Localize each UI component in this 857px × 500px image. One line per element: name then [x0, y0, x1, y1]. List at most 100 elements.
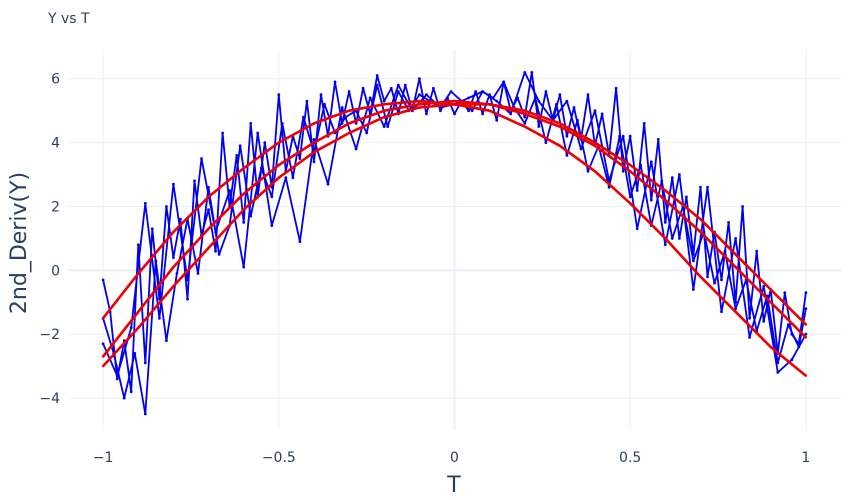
data-point	[291, 176, 295, 180]
data-point	[347, 109, 351, 112]
data-point	[175, 272, 179, 275]
data-point	[523, 115, 527, 119]
data-point	[137, 326, 140, 329]
data-point	[207, 227, 210, 230]
data-point	[439, 109, 442, 113]
data-point	[386, 125, 390, 128]
data-point	[523, 109, 526, 112]
data-point	[593, 144, 597, 147]
series-layer	[101, 71, 808, 416]
data-point	[207, 195, 210, 199]
data-point	[586, 169, 590, 173]
data-point	[734, 265, 737, 269]
data-point	[333, 80, 337, 84]
data-point	[530, 71, 534, 74]
data-point	[347, 122, 351, 125]
data-point	[607, 179, 611, 183]
data-point	[670, 237, 674, 240]
data-point	[692, 288, 695, 291]
data-point	[748, 336, 751, 339]
data-point	[150, 227, 154, 231]
data-point	[804, 323, 808, 326]
data-point	[748, 316, 751, 320]
data-point	[172, 285, 175, 288]
data-point	[555, 102, 558, 106]
data-point	[685, 195, 688, 199]
data-point	[618, 134, 621, 138]
data-point	[389, 86, 393, 90]
data-point	[383, 103, 386, 106]
data-point	[769, 288, 772, 291]
data-point	[488, 109, 491, 112]
data-point	[523, 112, 526, 116]
data-point	[277, 141, 280, 144]
data-point	[804, 336, 808, 339]
data-point	[607, 185, 611, 189]
data-point	[663, 221, 667, 224]
data-point	[249, 122, 253, 125]
data-point	[467, 96, 470, 100]
data-point	[284, 176, 288, 180]
data-point	[396, 90, 400, 93]
data-point	[706, 275, 709, 279]
data-point	[565, 134, 569, 138]
data-point	[734, 237, 737, 240]
data-point	[649, 198, 653, 202]
data-point	[635, 189, 639, 192]
data-point	[762, 284, 766, 288]
data-point	[664, 198, 667, 202]
data-point	[621, 134, 625, 138]
data-point	[663, 243, 667, 247]
data-point	[396, 83, 400, 87]
data-point	[238, 144, 242, 148]
data-point	[734, 253, 737, 256]
y-tick-label: 4	[51, 136, 60, 152]
data-point	[418, 99, 421, 103]
data-point	[305, 99, 309, 103]
data-point	[172, 230, 175, 234]
data-point	[558, 122, 562, 125]
data-point	[649, 160, 653, 164]
data-point	[383, 115, 386, 119]
data-point	[382, 99, 386, 103]
data-point	[242, 221, 246, 224]
data-point	[228, 189, 232, 192]
x-tick-label: −0.5	[262, 450, 296, 466]
data-point	[544, 90, 548, 93]
data-point	[375, 83, 379, 87]
data-point	[277, 93, 281, 97]
data-point	[158, 316, 161, 320]
data-point	[326, 182, 330, 186]
y-tick-label: 2	[51, 199, 60, 215]
data-point	[495, 99, 499, 103]
data-point	[101, 317, 105, 320]
data-point	[418, 93, 421, 97]
y-tick-label: 6	[51, 72, 60, 88]
data-point	[804, 291, 808, 295]
data-point	[270, 195, 274, 199]
data-point	[565, 154, 569, 157]
data-point	[382, 125, 386, 128]
chart-title: Y vs T	[47, 11, 90, 27]
data-point	[129, 390, 133, 394]
data-point	[129, 326, 133, 330]
data-point	[558, 125, 562, 128]
data-point	[186, 278, 189, 282]
data-point	[312, 141, 316, 144]
data-point	[312, 160, 316, 164]
data-point	[280, 122, 284, 125]
data-point	[614, 86, 618, 90]
data-point	[495, 118, 499, 122]
data-point	[143, 201, 147, 205]
data-point	[179, 217, 182, 221]
data-point	[214, 249, 218, 253]
data-point	[699, 275, 702, 278]
data-point	[783, 291, 787, 295]
data-point	[470, 109, 474, 113]
data-point	[242, 208, 245, 211]
data-point	[467, 109, 470, 113]
data-point	[734, 310, 737, 313]
tick-layer: −4 −2 0 2 4 6 −1 −0.5 0 0.5 1	[39, 72, 810, 466]
data-point	[242, 192, 245, 195]
data-point	[660, 179, 664, 183]
